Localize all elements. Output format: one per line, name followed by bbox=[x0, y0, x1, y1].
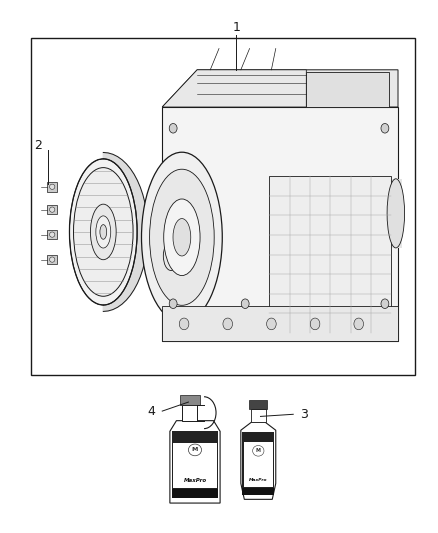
Ellipse shape bbox=[163, 241, 179, 270]
Ellipse shape bbox=[173, 219, 191, 256]
Ellipse shape bbox=[188, 444, 201, 456]
Bar bbox=[172, 489, 219, 498]
Bar bbox=[172, 431, 219, 498]
Text: MaxPro: MaxPro bbox=[184, 478, 207, 483]
Polygon shape bbox=[170, 421, 220, 503]
Bar bbox=[162, 306, 398, 341]
Bar bbox=[47, 205, 57, 214]
Ellipse shape bbox=[74, 167, 133, 296]
Bar bbox=[47, 230, 57, 239]
Bar bbox=[249, 400, 267, 409]
Ellipse shape bbox=[169, 124, 177, 133]
Bar bbox=[180, 395, 200, 405]
Ellipse shape bbox=[150, 169, 214, 305]
Ellipse shape bbox=[49, 184, 55, 189]
Ellipse shape bbox=[164, 199, 200, 276]
Polygon shape bbox=[103, 152, 148, 311]
Ellipse shape bbox=[354, 318, 364, 330]
Ellipse shape bbox=[169, 299, 177, 309]
Polygon shape bbox=[162, 107, 398, 341]
Bar bbox=[173, 443, 217, 488]
Ellipse shape bbox=[310, 318, 320, 330]
Bar bbox=[31, 38, 416, 375]
Ellipse shape bbox=[49, 207, 55, 212]
Polygon shape bbox=[162, 70, 306, 107]
Bar bbox=[251, 409, 266, 422]
Bar bbox=[389, 179, 403, 248]
Ellipse shape bbox=[96, 216, 111, 248]
Text: MaxPro: MaxPro bbox=[249, 478, 268, 482]
Bar bbox=[47, 182, 57, 191]
Ellipse shape bbox=[90, 204, 116, 260]
Bar bbox=[244, 442, 273, 487]
Ellipse shape bbox=[381, 124, 389, 133]
Ellipse shape bbox=[223, 318, 233, 330]
Polygon shape bbox=[162, 107, 398, 341]
Polygon shape bbox=[162, 70, 398, 107]
Ellipse shape bbox=[100, 224, 107, 239]
Text: M: M bbox=[192, 447, 198, 453]
Bar bbox=[47, 255, 57, 264]
Bar bbox=[242, 488, 275, 495]
Ellipse shape bbox=[253, 446, 264, 456]
Ellipse shape bbox=[267, 318, 276, 330]
Text: M: M bbox=[256, 448, 261, 453]
Text: 3: 3 bbox=[300, 408, 307, 421]
Ellipse shape bbox=[179, 318, 189, 330]
Text: 1: 1 bbox=[233, 21, 240, 34]
Ellipse shape bbox=[49, 232, 55, 237]
Text: 4: 4 bbox=[148, 405, 155, 417]
Text: 2: 2 bbox=[34, 139, 42, 152]
Bar bbox=[183, 405, 198, 421]
Bar bbox=[306, 72, 389, 107]
Bar bbox=[242, 432, 275, 495]
Ellipse shape bbox=[70, 159, 137, 305]
Ellipse shape bbox=[381, 299, 389, 309]
Polygon shape bbox=[241, 422, 276, 499]
Bar bbox=[269, 176, 392, 333]
Ellipse shape bbox=[241, 299, 249, 309]
Ellipse shape bbox=[49, 257, 55, 262]
Ellipse shape bbox=[141, 152, 222, 322]
Ellipse shape bbox=[387, 179, 405, 248]
